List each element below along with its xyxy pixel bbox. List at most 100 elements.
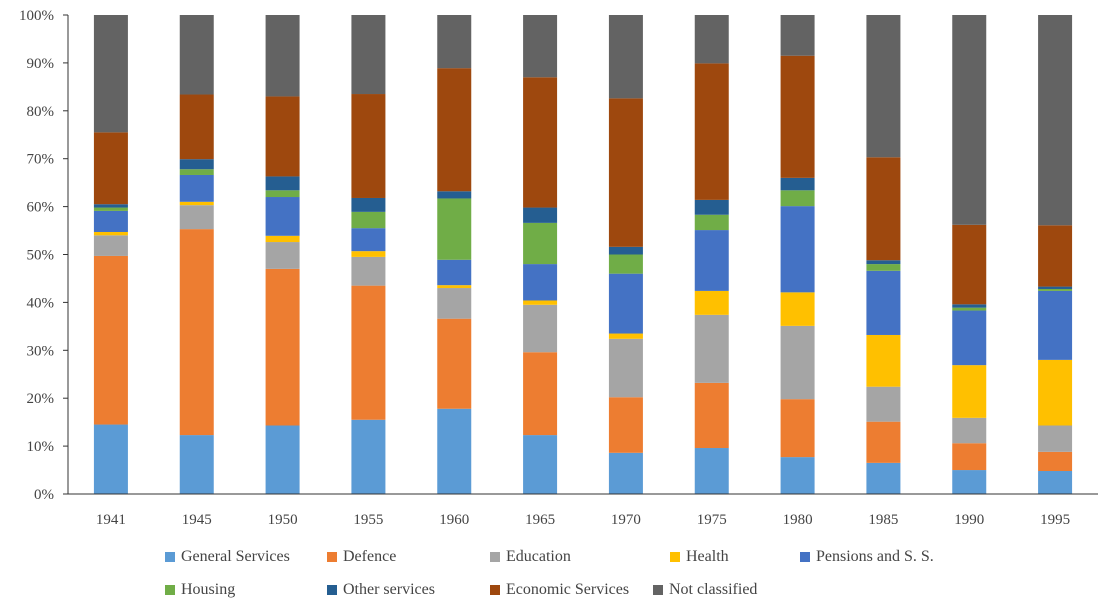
bar-segment — [351, 197, 386, 212]
bar-segment — [93, 424, 128, 494]
bar-segment — [523, 304, 558, 353]
legend-label: General Services — [181, 548, 290, 565]
bar-segment — [351, 256, 386, 286]
bar-segment — [952, 443, 987, 471]
legend-label: Other services — [343, 581, 435, 598]
bar-segment — [437, 288, 472, 319]
x-tick-label: 1990 — [954, 512, 984, 528]
bar-segment — [608, 246, 643, 255]
y-tick-label: 0% — [34, 487, 54, 503]
bar-segment — [952, 15, 987, 225]
bar-segment — [694, 15, 729, 64]
bar-segment — [694, 448, 729, 494]
y-tick-label: 30% — [27, 343, 55, 359]
x-tick-label: 1975 — [697, 512, 727, 528]
legend-label: Health — [686, 548, 729, 565]
bar-segment — [866, 15, 901, 158]
bar-segment — [265, 96, 300, 177]
bar-segment — [1038, 425, 1073, 452]
bar-segment — [608, 98, 643, 247]
bar-segment — [866, 270, 901, 335]
legend-item: Economic Services — [490, 581, 629, 599]
bar-segment — [437, 191, 472, 199]
bar-segment — [694, 290, 729, 315]
bar-segment — [780, 177, 815, 191]
bar-segment — [265, 190, 300, 198]
bar-segment — [952, 310, 987, 366]
y-tick-label: 80% — [27, 104, 55, 120]
bar-segment — [1038, 286, 1073, 289]
bar-segment — [265, 176, 300, 191]
legend-swatch — [653, 585, 663, 595]
x-tick-label: 1945 — [182, 512, 212, 528]
y-tick-label: 70% — [27, 152, 55, 168]
bar-segment — [780, 190, 815, 207]
bar-segment — [179, 94, 214, 160]
bar-segment — [351, 419, 386, 494]
bar-segment — [1038, 471, 1073, 494]
bar-segment — [866, 421, 901, 463]
bar-segment — [437, 318, 472, 409]
bar-segment — [437, 408, 472, 494]
legend-item: Pensions and S. S. — [800, 548, 934, 566]
bar-segment — [866, 157, 901, 261]
bar-segment — [608, 254, 643, 274]
x-tick-label: 1980 — [783, 512, 813, 528]
legend-item: General Services — [165, 548, 290, 566]
x-tick-label: 1955 — [353, 512, 383, 528]
bar-segment — [523, 222, 558, 265]
bar-segment — [179, 435, 214, 494]
bar-segment — [523, 435, 558, 494]
legend-item: Other services — [327, 581, 435, 599]
bar-segment — [952, 417, 987, 444]
bar-segment — [694, 314, 729, 383]
bar-segment — [179, 205, 214, 230]
bar-segment — [93, 255, 128, 425]
bar-segment — [351, 285, 386, 420]
bar-segment — [694, 230, 729, 291]
legend-label: Pensions and S. S. — [816, 548, 934, 565]
x-tick-label: 1985 — [868, 512, 898, 528]
bar-segment — [1038, 225, 1073, 287]
bar-segment — [179, 169, 214, 175]
bar-segment — [952, 307, 987, 311]
bar-segment — [952, 304, 987, 308]
y-tick-label: 20% — [27, 391, 55, 407]
legend-swatch — [327, 585, 337, 595]
bar-segment — [179, 229, 214, 436]
bar-segment — [437, 15, 472, 69]
bar-segment — [608, 338, 643, 398]
bar-segment — [437, 198, 472, 260]
bar-segment — [694, 199, 729, 215]
bar-segment — [93, 15, 128, 133]
bar-segment — [179, 201, 214, 206]
bar-segment — [351, 228, 386, 252]
x-tick-label: 1941 — [96, 512, 126, 528]
y-tick-label: 10% — [27, 439, 55, 455]
legend-swatch — [800, 552, 810, 562]
bar-segment — [265, 235, 300, 243]
bar-segment — [437, 285, 472, 289]
bar-segment — [179, 159, 214, 170]
stacked-bar-chart: 0% 10% 20% 30% 40% 50% 60% 70% 80% 90% 100% 1941 194… — [19, 8, 1098, 528]
y-tick-label: 40% — [27, 295, 55, 311]
bar-segment — [780, 457, 815, 494]
bar-segment — [694, 382, 729, 449]
legend-item: Housing — [165, 581, 235, 599]
bar-segment — [93, 231, 128, 236]
legend-swatch — [327, 552, 337, 562]
legend-label: Not classified — [669, 581, 758, 598]
x-tick-label: 1950 — [268, 512, 298, 528]
legend-label: Defence — [343, 548, 397, 565]
x-tick-label: 1965 — [525, 512, 555, 528]
bar-segment — [523, 207, 558, 223]
bar-segment — [265, 242, 300, 269]
bar-segment — [866, 264, 901, 271]
legend-swatch — [165, 552, 175, 562]
bar-segment — [523, 300, 558, 305]
bar-segment — [952, 365, 987, 418]
bar-segment — [608, 15, 643, 99]
legend-item: Education — [490, 548, 571, 566]
bar-segment — [265, 425, 300, 494]
bar-segment — [866, 462, 901, 494]
